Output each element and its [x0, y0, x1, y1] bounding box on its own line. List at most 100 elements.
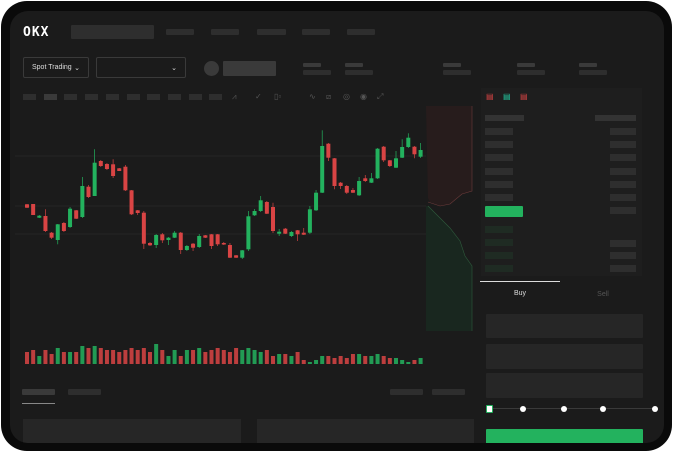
filter-button[interactable] — [432, 389, 465, 395]
nav-item[interactable] — [257, 29, 286, 35]
nav-item[interactable] — [302, 29, 330, 35]
nav-item[interactable] — [166, 29, 194, 35]
candle — [92, 162, 97, 196]
volume-bar — [43, 350, 48, 364]
indicator-icon[interactable]: ⩘ — [232, 92, 237, 101]
pair-dropdown[interactable]: ⌄ — [96, 57, 186, 78]
camera-icon[interactable]: ◎ — [343, 92, 350, 101]
ruler-icon[interactable]: ⧄ — [326, 92, 332, 101]
filter-button[interactable] — [390, 389, 423, 395]
candle — [412, 146, 417, 155]
timeframe-button[interactable] — [167, 94, 181, 100]
ask-amount — [610, 128, 636, 135]
volume-bar — [252, 350, 257, 364]
volume-bar — [394, 358, 398, 364]
interval-icon[interactable]: ▯▫ — [274, 92, 282, 101]
orderbook-bids-icon[interactable]: ▤ — [503, 92, 511, 101]
nav-item[interactable] — [211, 29, 239, 35]
bid-amount — [610, 265, 636, 272]
timeframe-button[interactable] — [209, 94, 223, 100]
volume-bar — [369, 356, 374, 364]
timeframe-button[interactable] — [105, 94, 119, 100]
orderbook-both-icon[interactable]: ▤ — [486, 92, 494, 101]
slider-step-50[interactable] — [561, 406, 567, 412]
candle — [86, 186, 91, 197]
fullscreen-icon[interactable]: ⤢ — [377, 92, 384, 101]
depth-asks — [426, 106, 472, 206]
volume-bar — [381, 356, 386, 364]
candle — [117, 168, 122, 171]
volume-bar — [277, 354, 282, 364]
candle — [258, 200, 263, 211]
candle — [283, 228, 288, 234]
line-icon[interactable]: ∿ — [309, 92, 316, 101]
timeframe-button[interactable] — [43, 94, 57, 100]
volume-bar — [80, 346, 85, 364]
slider-step-75[interactable] — [600, 406, 606, 412]
candle — [289, 232, 294, 236]
chart-type-icon[interactable]: ✓ — [255, 92, 262, 101]
candlestick-chart[interactable] — [10, 106, 480, 376]
timeframe-button[interactable] — [85, 94, 99, 100]
nav-item[interactable] — [347, 29, 375, 35]
candle — [55, 224, 60, 240]
volume-bar — [61, 352, 66, 364]
total-input[interactable] — [486, 373, 643, 398]
stat-label — [579, 63, 597, 67]
amount-input[interactable] — [486, 344, 643, 369]
timeframe-button[interactable] — [188, 94, 202, 100]
settings-icon[interactable]: ◉ — [360, 92, 367, 101]
ask-amount — [610, 181, 636, 188]
volume-bar — [338, 356, 343, 364]
spot-trading-dropdown[interactable]: Spot Trading ⌄ — [23, 57, 89, 78]
volume-bar — [418, 358, 423, 364]
candle — [369, 178, 374, 183]
leverage-slider[interactable] — [490, 408, 657, 409]
candle — [394, 158, 398, 168]
orders-panel — [23, 419, 241, 443]
volume-bar — [141, 348, 146, 364]
buy-button[interactable] — [486, 429, 643, 443]
slider-handle[interactable] — [486, 405, 493, 413]
tab-buy[interactable]: Buy — [513, 290, 527, 297]
search-bar[interactable] — [71, 25, 154, 39]
volume-bar — [375, 354, 380, 364]
slider-step-25[interactable] — [520, 406, 526, 412]
timeframe-button[interactable] — [126, 94, 140, 100]
orderbook-asks-icon[interactable]: ▤ — [520, 92, 528, 101]
candle — [31, 204, 36, 215]
ask-amount — [610, 168, 636, 175]
volume-bar — [332, 358, 337, 364]
ask-price — [485, 128, 513, 135]
timeframe-button[interactable] — [64, 94, 78, 100]
timeframe-button[interactable] — [23, 94, 36, 100]
tab-order-history[interactable] — [68, 389, 101, 395]
volume-bar — [412, 360, 417, 364]
candle — [240, 250, 245, 258]
volume-bar — [221, 350, 226, 364]
active-tab-indicator — [22, 403, 55, 404]
volume-bar — [172, 350, 177, 364]
price-input[interactable] — [486, 314, 643, 338]
slider-step-100[interactable] — [652, 406, 658, 412]
candle — [264, 202, 269, 214]
timeframe-button[interactable] — [147, 94, 161, 100]
okx-logo[interactable]: OKX — [23, 25, 50, 40]
volume-bar — [344, 358, 349, 364]
orderbook-header — [595, 115, 636, 121]
bid-amount — [610, 252, 636, 259]
candle — [178, 232, 183, 250]
volume-bar — [37, 356, 42, 364]
tab-sell[interactable]: Sell — [597, 291, 609, 298]
bid-price — [485, 239, 513, 246]
volume-bar — [31, 350, 36, 364]
chevron-down-icon: ⌄ — [171, 64, 177, 72]
bid-price — [485, 252, 513, 259]
volume-bar — [320, 356, 325, 364]
stat-value — [303, 70, 331, 75]
tab-open-orders[interactable] — [22, 389, 55, 395]
assets-panel — [257, 419, 474, 443]
candle — [277, 231, 282, 234]
ask-amount — [610, 194, 636, 201]
